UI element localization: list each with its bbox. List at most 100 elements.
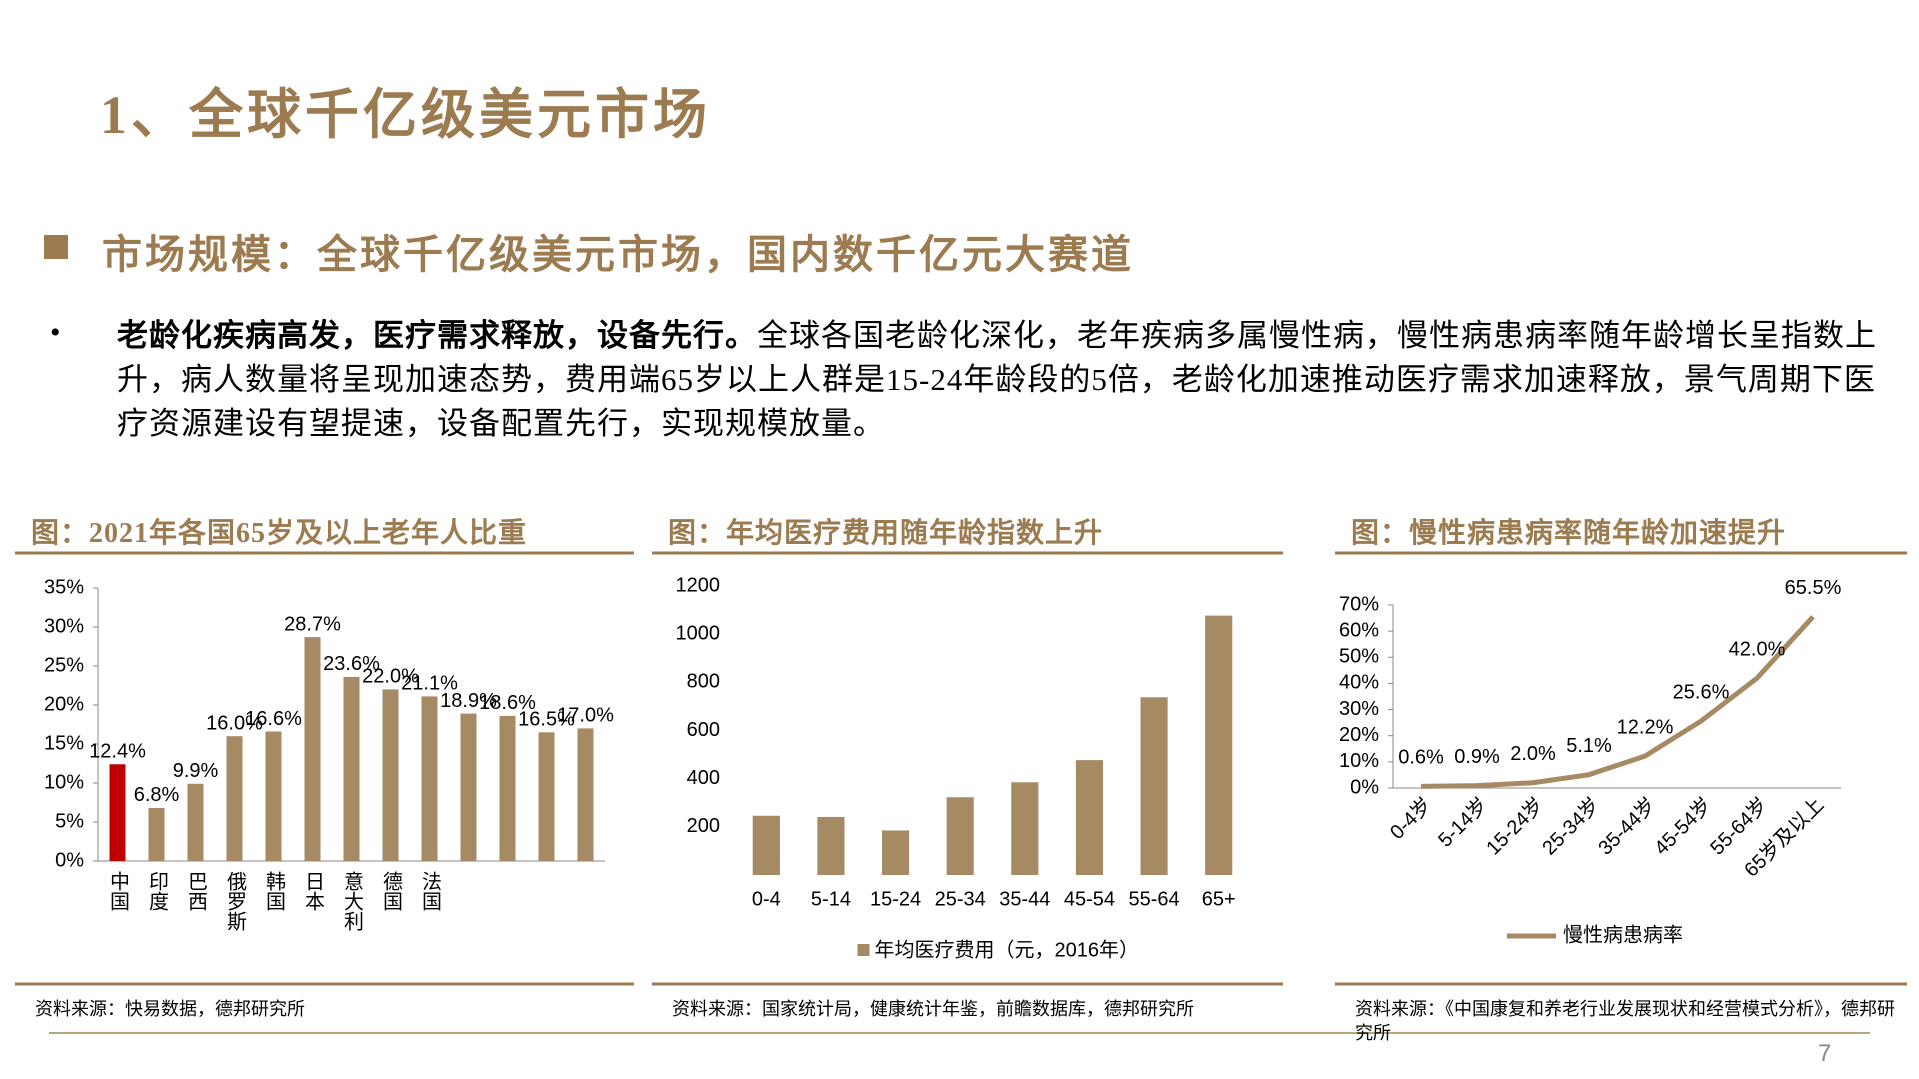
y-tick-label: 40% bbox=[1339, 672, 1379, 694]
bar bbox=[226, 736, 243, 861]
y-tick-label: 20% bbox=[44, 693, 84, 715]
x-tick-label: 0-4岁 bbox=[1385, 793, 1436, 844]
bar bbox=[1140, 697, 1168, 875]
bar bbox=[1205, 615, 1233, 875]
y-tick-label: 25% bbox=[44, 654, 84, 676]
y-tick-label: 35% bbox=[44, 576, 84, 598]
heading-marker bbox=[44, 235, 68, 259]
y-tick-label: 0% bbox=[1350, 776, 1379, 798]
heading: 市场规模：全球千亿级美元市场，国内数千亿元大赛道 bbox=[102, 232, 1134, 277]
y-tick-label: 10% bbox=[1339, 750, 1379, 772]
data-label: 18.6% bbox=[479, 692, 536, 714]
x-tick-label: 35-44 bbox=[999, 888, 1050, 910]
chart-title: 图：慢性病患病率随年龄加速提升 bbox=[1351, 518, 1787, 549]
bar bbox=[817, 816, 845, 875]
legend-label: 慢性病患病率 bbox=[1563, 923, 1683, 946]
y-tick-label: 1000 bbox=[676, 622, 721, 644]
data-label: 16.6% bbox=[245, 708, 302, 730]
x-tick-label: 35-44岁 bbox=[1594, 793, 1661, 860]
data-label: 17.0% bbox=[557, 705, 614, 727]
bar bbox=[1075, 760, 1104, 875]
page-number: 7 bbox=[1818, 1040, 1832, 1067]
chart-title: 图：2021年各国65岁及以上老年人比重 bbox=[31, 518, 528, 549]
x-tick-label: 25-34 bbox=[935, 888, 986, 910]
x-tick-label: 俄罗斯 bbox=[224, 871, 247, 931]
bullet-body: 全球各国老龄化深化，老年疾病多属慢性病，慢性病患病率随年龄增长呈指数上升，病人数… bbox=[117, 318, 1877, 441]
bar bbox=[577, 728, 594, 861]
x-tick-label: 意大利 bbox=[341, 871, 364, 931]
y-tick-label: 0% bbox=[55, 849, 84, 871]
source: 资料来源：《中国康复和养老行业发展现状和经营模式分析》，德邦研究所 bbox=[1355, 999, 1895, 1043]
bar bbox=[187, 783, 204, 861]
x-tick-label: 日本 bbox=[302, 871, 325, 911]
x-tick-label: 15-24 bbox=[870, 888, 921, 910]
bar bbox=[382, 689, 399, 861]
data-label: 6.8% bbox=[134, 784, 180, 806]
source: 资料来源：快易数据，德邦研究所 bbox=[35, 999, 305, 1019]
data-label: 16.5% bbox=[518, 709, 575, 731]
y-tick-label: 10% bbox=[44, 771, 84, 793]
x-tick-label: 65+ bbox=[1202, 888, 1236, 910]
bar bbox=[109, 764, 126, 861]
x-tick-label: 德国 bbox=[380, 871, 403, 911]
legend-swatch bbox=[857, 944, 870, 956]
bar bbox=[499, 715, 516, 861]
x-tick-label: 韩国 bbox=[263, 871, 286, 911]
y-tick-label: 30% bbox=[44, 615, 84, 637]
y-tick-label: 70% bbox=[1339, 593, 1379, 615]
bar bbox=[265, 731, 282, 861]
x-tick-label: 中国 bbox=[107, 871, 129, 911]
data-label: 23.6% bbox=[323, 653, 380, 675]
data-label: 65.5% bbox=[1785, 577, 1842, 599]
data-label: 28.7% bbox=[284, 613, 341, 635]
bar bbox=[304, 637, 321, 861]
bar bbox=[881, 830, 910, 875]
bar bbox=[421, 696, 438, 861]
data-label: 0.9% bbox=[1454, 746, 1500, 768]
data-label: 5.1% bbox=[1566, 735, 1612, 757]
y-tick-label: 5% bbox=[55, 810, 84, 832]
y-tick-label: 1200 bbox=[676, 574, 721, 596]
line bbox=[1420, 615, 1815, 789]
bar bbox=[1011, 782, 1039, 875]
bar bbox=[343, 676, 360, 861]
bar bbox=[538, 732, 555, 861]
y-tick-label: 15% bbox=[44, 732, 84, 754]
bullet-text: 老龄化疾病高发，医疗需求释放，设备先行。全球各国老龄化深化，老年疾病多属慢性病，… bbox=[117, 314, 1877, 446]
data-label: 9.9% bbox=[173, 760, 219, 782]
x-tick-label: 法国 bbox=[419, 871, 442, 911]
y-tick-label: 50% bbox=[1339, 646, 1379, 668]
bullet-bold: 老龄化疾病高发，医疗需求释放，设备先行。 bbox=[117, 318, 757, 353]
source: 资料来源：国家统计局，健康统计年鉴，前瞻数据库，德邦研究所 bbox=[672, 999, 1194, 1019]
y-tick-label: 800 bbox=[687, 671, 720, 693]
bar bbox=[752, 815, 780, 875]
slide-title: 1、全球千亿级美元市场 bbox=[100, 85, 711, 145]
legend-label: 年均医疗费用（元，2016年） bbox=[875, 938, 1140, 961]
chart-title: 图：年均医疗费用随年龄指数上升 bbox=[668, 518, 1104, 549]
bar bbox=[460, 713, 477, 861]
y-tick-label: 600 bbox=[687, 719, 720, 741]
data-label: 25.6% bbox=[1673, 681, 1730, 703]
x-tick-label: 印度 bbox=[146, 871, 169, 911]
bar bbox=[148, 807, 165, 861]
data-label: 12.4% bbox=[89, 741, 146, 763]
bullet-marker: • bbox=[50, 316, 61, 349]
data-label: 22.0% bbox=[362, 666, 419, 688]
data-label: 0.6% bbox=[1398, 747, 1444, 769]
data-label: 21.1% bbox=[401, 673, 458, 695]
x-tick-label: 15-24岁 bbox=[1482, 793, 1549, 860]
data-label: 2.0% bbox=[1510, 743, 1556, 765]
x-tick-label: 巴西 bbox=[185, 871, 207, 911]
data-label: 42.0% bbox=[1729, 638, 1786, 660]
x-tick-label: 45-54岁 bbox=[1650, 793, 1717, 860]
y-tick-label: 60% bbox=[1339, 619, 1379, 641]
x-tick-label: 55-64 bbox=[1128, 888, 1179, 910]
bar bbox=[946, 797, 974, 875]
x-tick-label: 0-4 bbox=[752, 888, 781, 910]
data-label: 16.0% bbox=[206, 712, 263, 734]
y-tick-label: 200 bbox=[687, 815, 720, 837]
y-tick-label: 20% bbox=[1339, 724, 1379, 746]
x-tick-label: 25-34岁 bbox=[1538, 793, 1605, 860]
